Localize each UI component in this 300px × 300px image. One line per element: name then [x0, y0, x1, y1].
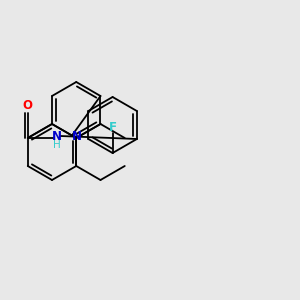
Text: N: N	[52, 130, 62, 143]
Text: F: F	[109, 121, 117, 134]
Text: O: O	[23, 99, 33, 112]
Text: H: H	[53, 140, 61, 150]
Text: N: N	[72, 130, 82, 143]
